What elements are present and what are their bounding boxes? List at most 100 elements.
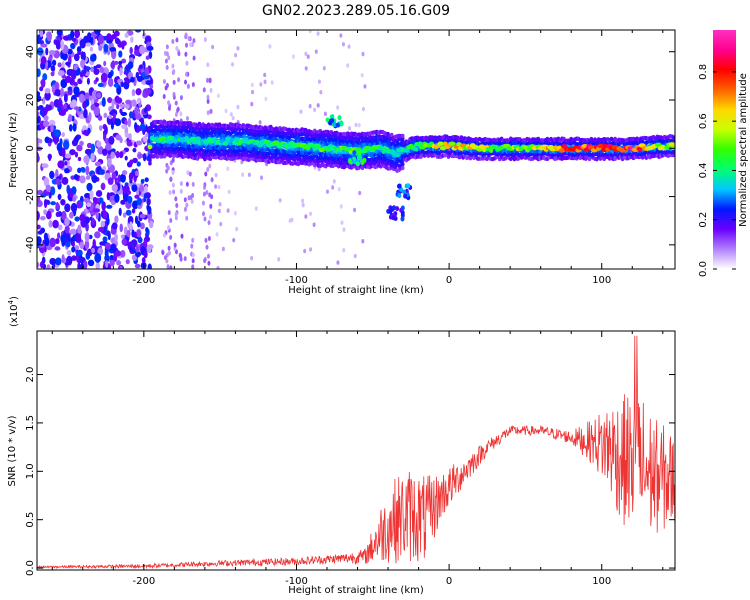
spectrogram-cell bbox=[227, 189, 231, 195]
spectrogram-cell bbox=[57, 160, 65, 169]
spectrogram-cell bbox=[108, 135, 115, 145]
spectrogram-cell bbox=[147, 263, 152, 269]
spectrogram-cell bbox=[99, 66, 105, 74]
spectrogram-cell bbox=[43, 177, 50, 187]
spectrogram-cell bbox=[174, 211, 178, 217]
spectrogram-cell bbox=[37, 36, 42, 45]
spectrogram-cell bbox=[353, 253, 357, 259]
spectrogram-cell bbox=[67, 86, 73, 91]
spectrogram-cell bbox=[55, 169, 59, 177]
spectrogram-cell bbox=[57, 193, 62, 201]
spectrogram-cell bbox=[69, 149, 76, 156]
snr-frame bbox=[36, 330, 676, 571]
spectrogram-cell bbox=[95, 190, 102, 197]
spectrogram-cell bbox=[167, 250, 171, 256]
spectrogram-cell bbox=[164, 85, 168, 91]
spectrogram-cell bbox=[190, 136, 197, 142]
spectrogram-cell bbox=[52, 219, 59, 229]
spectrogram-cell bbox=[119, 265, 123, 269]
spectrogram-cell bbox=[137, 153, 144, 158]
spectrogram-cell bbox=[79, 175, 86, 184]
spectrogram-cell bbox=[49, 170, 55, 179]
spectrogram-cell bbox=[115, 150, 120, 159]
spectrogram-cell bbox=[96, 92, 102, 99]
spectrogram-cell bbox=[71, 186, 77, 195]
spectrogram-cell bbox=[64, 75, 72, 84]
spectrogram-y-ticks: -40 -20 0 20 40 bbox=[25, 45, 675, 253]
spectrogram-cell bbox=[88, 36, 94, 43]
spectrogram-cell bbox=[206, 99, 210, 105]
spectrogram-cell bbox=[96, 140, 102, 148]
spectrogram-cell bbox=[80, 262, 85, 269]
spectrogram-cell bbox=[179, 111, 183, 117]
spectrogram-cell bbox=[207, 253, 211, 259]
spectrogram-cell bbox=[71, 246, 76, 253]
spectrogram-cell bbox=[142, 152, 147, 162]
snr-y-tick-label: 1.0 bbox=[25, 463, 36, 479]
spectrogram-cell bbox=[232, 237, 236, 243]
spectrogram-cell bbox=[61, 254, 65, 264]
spectrogram-cell bbox=[111, 49, 117, 60]
spectrogram-cell bbox=[131, 184, 138, 192]
spectrogram-cell bbox=[216, 93, 220, 98]
spectrogram-cell bbox=[39, 86, 44, 92]
spectrogram-cell bbox=[167, 245, 171, 251]
spectrogram-cell bbox=[144, 177, 149, 183]
spectrogram-cell bbox=[78, 256, 86, 264]
spectrogram-cell bbox=[44, 91, 51, 101]
spectrogram-cell bbox=[207, 220, 211, 226]
spectrogram-cell bbox=[185, 215, 189, 221]
spectrogram-cell bbox=[72, 196, 77, 202]
spectrogram-cell bbox=[146, 45, 154, 51]
spectrogram-cell bbox=[106, 157, 112, 167]
spectrogram-cell bbox=[55, 39, 61, 49]
spectrogram-cell bbox=[278, 198, 282, 203]
spectrogram-cell bbox=[76, 201, 82, 209]
snr-y-tick-label: 1.5 bbox=[25, 415, 36, 431]
spectrogram-cell bbox=[148, 157, 152, 163]
spectrogram-cell bbox=[61, 210, 67, 221]
spectrogram-cell bbox=[94, 231, 101, 239]
spectrogram-cell bbox=[288, 218, 292, 223]
spectrogram-cell bbox=[48, 49, 56, 55]
spectrogram-cell bbox=[84, 148, 92, 155]
spectrogram-cell bbox=[130, 100, 137, 107]
spectrogram-cell bbox=[82, 129, 89, 136]
spectrogram-cell bbox=[55, 211, 60, 217]
spectrogram-cell bbox=[42, 107, 48, 116]
spectrogram-cell bbox=[171, 182, 175, 188]
spectrogram-cell bbox=[162, 232, 166, 238]
spectrogram-cell bbox=[44, 88, 51, 94]
spectrogram-cell bbox=[125, 209, 132, 216]
spectrogram-cell bbox=[226, 208, 230, 213]
spectrogram-cell bbox=[134, 106, 139, 115]
spectrogram-cell bbox=[347, 44, 351, 49]
spectrogram-cell bbox=[400, 205, 405, 211]
spectrogram-cell bbox=[184, 79, 188, 85]
spectrogram-cell bbox=[116, 260, 122, 266]
spectrogram-cell bbox=[129, 221, 133, 230]
spectrogram-cell bbox=[48, 220, 53, 228]
spectrogram-cell bbox=[306, 54, 310, 59]
spectrogram-cell bbox=[134, 194, 140, 199]
spectrogram-x-tick-label: -200 bbox=[132, 275, 155, 286]
spectrogram-cell bbox=[86, 202, 92, 208]
spectrogram-x-tick-label: -100 bbox=[285, 275, 308, 286]
spectrogram-cell bbox=[79, 39, 86, 49]
spectrogram-cell bbox=[332, 179, 336, 184]
spectrogram-cell bbox=[167, 225, 171, 231]
spectrogram-cell bbox=[79, 71, 84, 78]
spectrogram-cell bbox=[325, 117, 330, 123]
spectrogram-cell bbox=[73, 86, 80, 96]
spectrogram-cell bbox=[231, 115, 235, 121]
spectrogram-cell bbox=[400, 165, 405, 171]
spectrogram-cell bbox=[185, 116, 189, 122]
snr-x-tick-label: -200 bbox=[132, 576, 155, 587]
spectrogram-cell bbox=[303, 248, 307, 254]
spectrogram-cell bbox=[216, 265, 220, 269]
spectrogram-cell bbox=[187, 36, 191, 42]
spectrogram-cell bbox=[55, 202, 60, 210]
spectrogram-cell bbox=[50, 65, 56, 72]
spectrogram-cell bbox=[250, 101, 254, 107]
